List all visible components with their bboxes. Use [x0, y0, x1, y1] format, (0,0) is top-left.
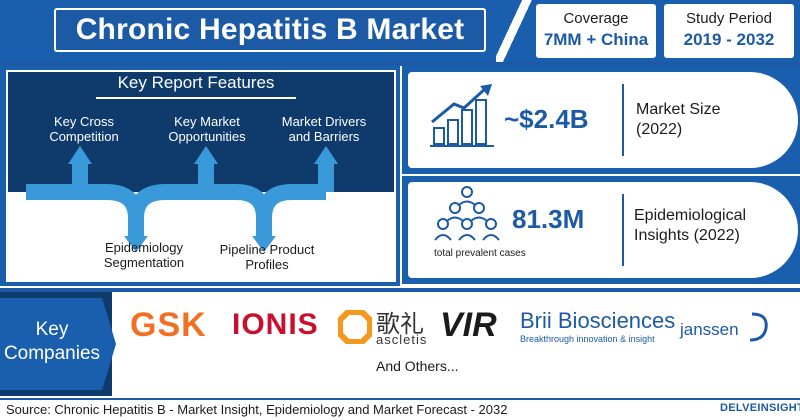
- arrowhead-up-2: [194, 146, 218, 164]
- market-size-value: ~$2.4B: [504, 104, 589, 134]
- epidemiology-divider: [622, 194, 624, 266]
- separator-stripe: [0, 62, 800, 66]
- population-icon: [434, 186, 500, 241]
- feature-market-drivers-barriers: Market Drivers and Barriers: [281, 114, 367, 144]
- others-label: And Others...: [376, 358, 459, 374]
- title-banner: Chronic Hepatitis B Market: [54, 8, 486, 52]
- growth-chart-icon: [430, 84, 494, 147]
- feature-flow-arrows: [6, 146, 396, 282]
- arrowhead-up-1: [68, 146, 92, 164]
- feature-epidemiology-segmentation: Epidemiology Segmentation: [103, 240, 185, 270]
- study-period-box: Study Period 2019 - 2032: [664, 4, 794, 58]
- companies-tab: [0, 298, 116, 390]
- ascletis-logo-sub: ascletis: [376, 332, 428, 347]
- feature-key-market-opportunities: Key Market Opportunities: [168, 114, 246, 144]
- brii-logo: Brii Biosciences: [520, 308, 676, 333]
- market-size-divider: [622, 84, 624, 156]
- janssen-emblem-icon: [749, 312, 768, 342]
- epidemiology-label: Epidemiological Insights (2022): [634, 207, 747, 244]
- vir-logo: VIR: [440, 306, 497, 344]
- brii-logo-sub: Breakthrough innovation & insight: [520, 334, 655, 344]
- prevalent-cases-caption: total prevalent cases: [434, 248, 526, 259]
- epidemiology-card: [408, 182, 798, 278]
- feature-pipeline-product-profiles: Pipeline Product Profiles: [219, 242, 315, 272]
- ascletis-logo: 歌礼: [376, 311, 424, 338]
- gsk-logo: GSK: [130, 306, 207, 344]
- study-period-label: Study Period: [686, 10, 772, 27]
- coverage-value: 7MM + China: [543, 30, 649, 49]
- features-title: Key Report Features: [96, 73, 296, 99]
- ionis-logo: IONIS: [232, 308, 319, 341]
- header-divider: [496, 0, 536, 62]
- page-title: Chronic Hepatitis B Market: [75, 13, 465, 46]
- coverage-box: Coverage 7MM + China: [536, 4, 656, 58]
- market-size-label: Market Size (2022): [636, 101, 721, 138]
- source-text: Source: Chronic Hepatitis B - Market Ins…: [6, 402, 508, 417]
- janssen-logo: janssen: [680, 320, 739, 339]
- study-period-value: 2019 - 2032: [683, 30, 775, 49]
- feature-key-cross-competition: Key Cross Competition: [49, 114, 119, 144]
- prevalent-cases-value: 81.3M: [512, 204, 585, 234]
- arrowhead-up-3: [314, 146, 338, 164]
- coverage-label: Coverage: [563, 10, 629, 27]
- arrowhead-down-2: [252, 236, 276, 252]
- flow-white-band: [6, 192, 396, 282]
- delveinsight-logo: DELVEINSIGHT: [720, 402, 800, 414]
- flow-arrow-3: [256, 184, 326, 219]
- footer: [0, 398, 800, 420]
- ascletis-emblem-icon: [338, 310, 372, 344]
- separator-stripe-2: [0, 288, 800, 292]
- companies-label: Key Companies: [3, 319, 101, 364]
- arrowhead-down-1: [124, 236, 148, 252]
